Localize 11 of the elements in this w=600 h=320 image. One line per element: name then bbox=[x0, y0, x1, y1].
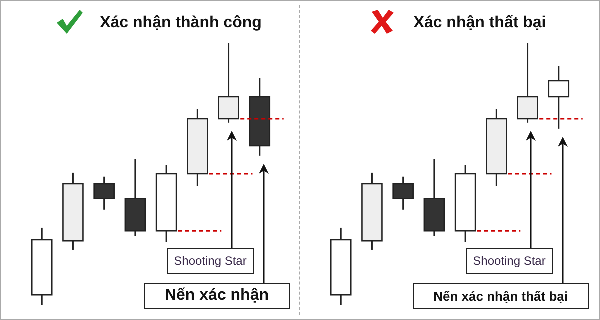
annotation: Nến xác nhận bbox=[144, 283, 290, 309]
candlestick bbox=[94, 176, 115, 211]
candlestick bbox=[517, 42, 538, 124]
annotation: Nến xác nhận thất bại bbox=[412, 283, 589, 309]
annotation: Shooting Star bbox=[466, 248, 553, 274]
candlestick bbox=[218, 42, 240, 124]
candlestick bbox=[392, 176, 414, 211]
candlestick bbox=[548, 65, 570, 130]
chart-title: Xác nhận thành công bbox=[100, 14, 262, 32]
annotation: Shooting Star bbox=[167, 248, 254, 274]
chart-title: Xác nhận thất bại bbox=[414, 14, 546, 32]
